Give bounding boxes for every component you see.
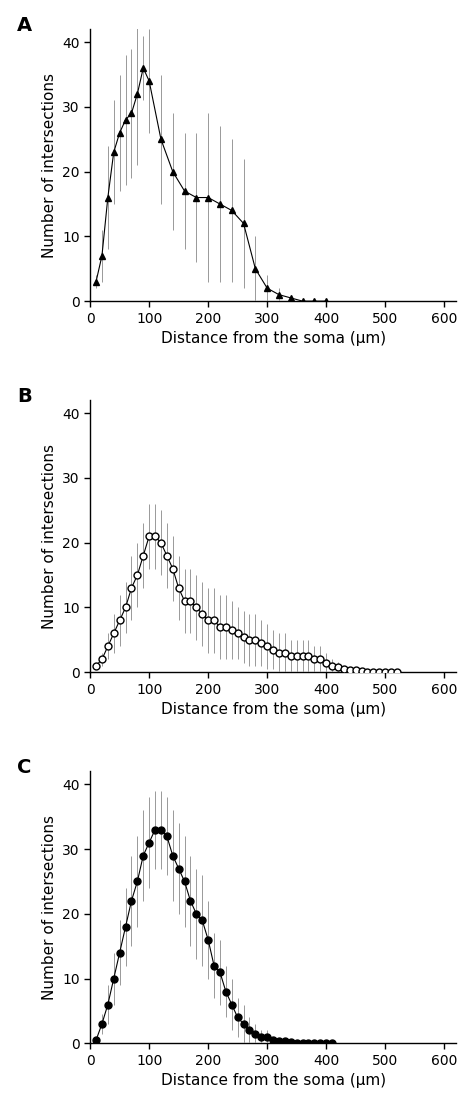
Text: C: C — [17, 758, 31, 777]
Text: A: A — [17, 15, 32, 34]
Text: B: B — [17, 387, 32, 406]
X-axis label: Distance from the soma (μm): Distance from the soma (μm) — [161, 332, 386, 346]
X-axis label: Distance from the soma (μm): Distance from the soma (μm) — [161, 702, 386, 717]
Y-axis label: Number of intersections: Number of intersections — [42, 814, 56, 1000]
Y-axis label: Number of intersections: Number of intersections — [42, 444, 56, 629]
X-axis label: Distance from the soma (μm): Distance from the soma (μm) — [161, 1073, 386, 1088]
Y-axis label: Number of intersections: Number of intersections — [42, 73, 56, 257]
